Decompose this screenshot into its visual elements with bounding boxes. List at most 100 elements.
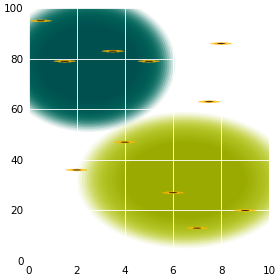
Ellipse shape [2,0,176,132]
Circle shape [60,61,69,62]
Ellipse shape [212,101,221,102]
Ellipse shape [66,169,75,170]
Ellipse shape [14,5,163,122]
Ellipse shape [58,60,64,61]
Ellipse shape [67,61,75,62]
Ellipse shape [53,61,62,62]
Ellipse shape [39,24,139,103]
Circle shape [169,192,177,193]
Ellipse shape [122,141,248,220]
Ellipse shape [115,136,255,224]
Ellipse shape [32,20,145,108]
Ellipse shape [115,51,123,52]
Ellipse shape [79,170,87,171]
Ellipse shape [110,132,260,228]
Ellipse shape [18,8,159,119]
Ellipse shape [123,141,127,142]
Ellipse shape [125,141,132,142]
Ellipse shape [43,20,53,21]
Ellipse shape [24,13,153,115]
Circle shape [121,142,129,143]
Ellipse shape [248,210,257,211]
Ellipse shape [243,211,248,212]
Ellipse shape [102,51,111,52]
Ellipse shape [197,101,206,102]
Ellipse shape [199,228,207,229]
Ellipse shape [67,60,75,61]
Ellipse shape [106,51,112,52]
Ellipse shape [118,141,124,142]
Ellipse shape [54,60,63,61]
Ellipse shape [174,193,180,194]
Ellipse shape [34,21,40,22]
Ellipse shape [116,51,125,52]
Circle shape [36,20,45,21]
Ellipse shape [20,10,157,118]
Ellipse shape [190,228,197,229]
Ellipse shape [43,20,51,21]
Ellipse shape [224,43,233,44]
Ellipse shape [120,139,250,221]
Ellipse shape [163,192,171,193]
Ellipse shape [113,142,122,143]
Ellipse shape [54,61,63,62]
Ellipse shape [115,141,123,142]
Circle shape [217,43,225,44]
Ellipse shape [139,61,147,62]
Ellipse shape [112,134,258,226]
Ellipse shape [118,142,124,143]
Ellipse shape [139,60,147,61]
Ellipse shape [97,125,273,235]
Ellipse shape [27,15,151,113]
Ellipse shape [41,26,137,102]
Circle shape [241,210,249,211]
Ellipse shape [38,21,43,22]
Ellipse shape [95,123,276,237]
Ellipse shape [211,101,220,102]
Ellipse shape [10,2,167,126]
Ellipse shape [43,21,51,22]
Ellipse shape [233,210,242,211]
Ellipse shape [190,227,197,228]
Ellipse shape [31,18,147,110]
Ellipse shape [219,42,223,43]
Ellipse shape [113,51,120,52]
Ellipse shape [87,118,280,242]
Ellipse shape [128,142,137,143]
Ellipse shape [186,227,195,228]
Ellipse shape [29,20,38,21]
Ellipse shape [171,193,175,194]
Ellipse shape [35,21,143,106]
Circle shape [109,51,117,52]
Ellipse shape [89,120,280,240]
Ellipse shape [79,169,87,170]
Ellipse shape [198,228,204,229]
Ellipse shape [66,170,75,171]
Ellipse shape [107,131,263,229]
Ellipse shape [62,60,67,61]
Ellipse shape [127,141,135,142]
Ellipse shape [186,228,195,229]
Ellipse shape [101,51,110,52]
Ellipse shape [199,101,207,102]
Ellipse shape [92,122,278,239]
Ellipse shape [70,169,76,170]
Ellipse shape [77,169,83,170]
Ellipse shape [195,228,199,229]
Ellipse shape [34,20,40,21]
Ellipse shape [102,50,111,51]
Ellipse shape [77,170,83,171]
Ellipse shape [30,21,39,22]
Ellipse shape [74,170,79,171]
Ellipse shape [246,209,252,210]
Ellipse shape [77,112,280,248]
Ellipse shape [202,102,209,103]
Ellipse shape [102,128,268,232]
Ellipse shape [142,60,148,61]
Ellipse shape [209,43,218,44]
Ellipse shape [12,4,165,124]
Ellipse shape [199,227,207,228]
Ellipse shape [106,50,112,51]
Circle shape [205,101,213,102]
Ellipse shape [117,137,253,223]
